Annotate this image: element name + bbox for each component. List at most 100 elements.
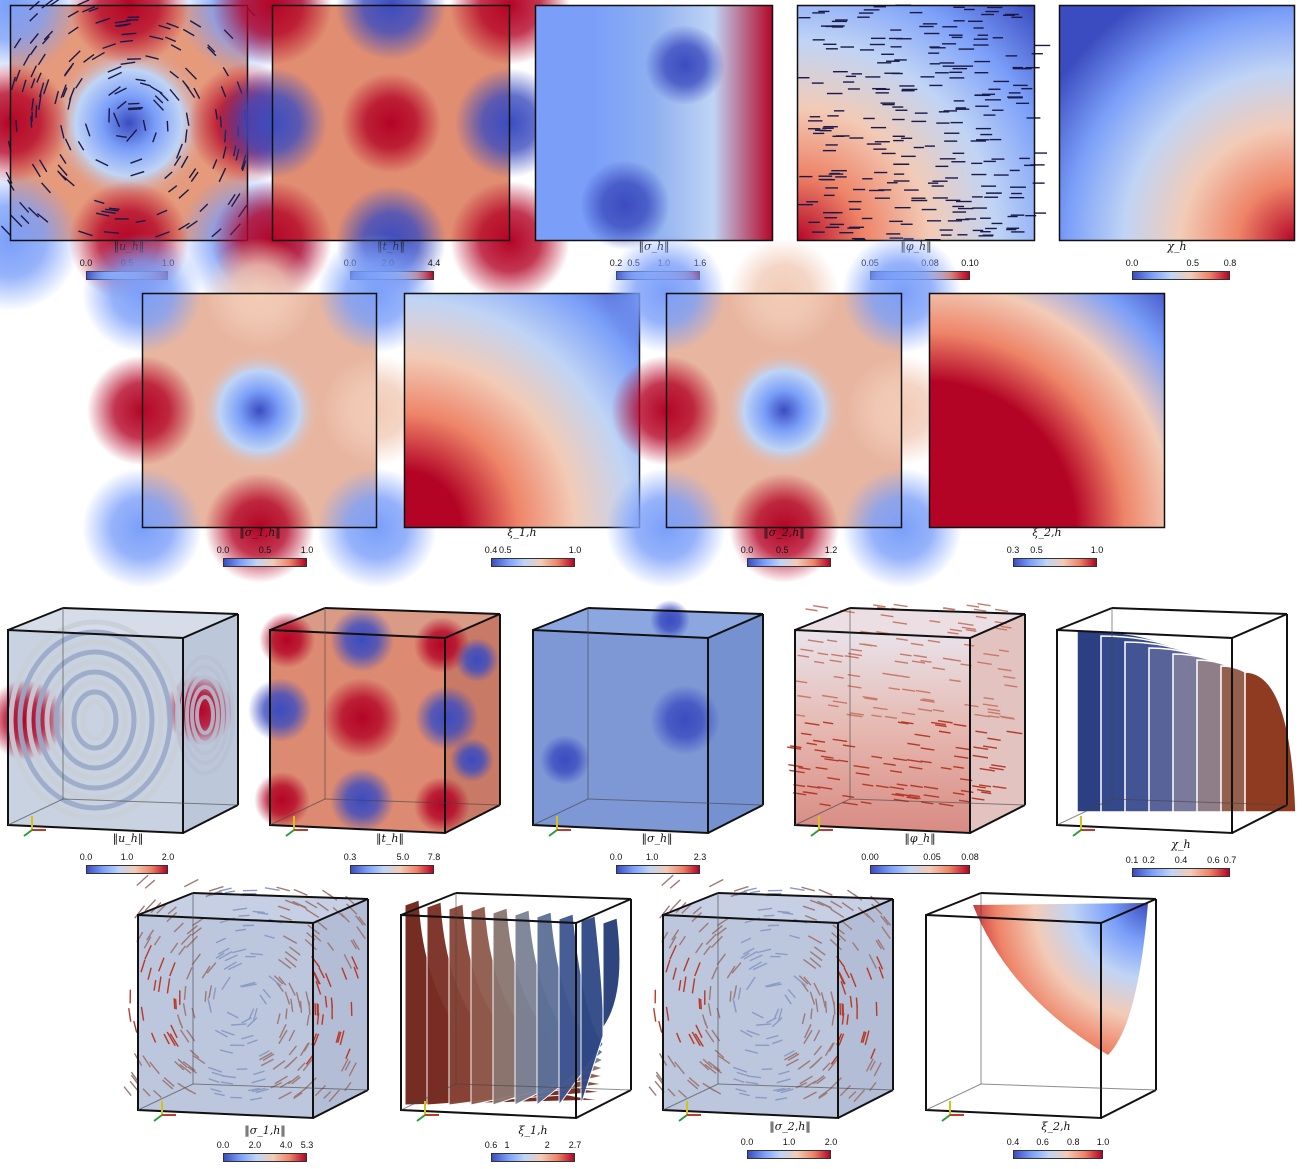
orientation-axes-icon — [941, 1101, 964, 1122]
vector-arrow — [30, 116, 33, 128]
cube-edge — [1056, 607, 1113, 631]
vector-arrow — [147, 967, 152, 980]
vector-arrow — [297, 1062, 306, 1072]
colorbar-gradient — [86, 865, 168, 874]
vector-arrow — [973, 746, 989, 751]
colorbar: 0.1 0.2 0.4 0.6 0.7 — [1126, 855, 1236, 877]
vector-arrow — [246, 1039, 258, 1045]
plot-t-2d — [212, 0, 570, 301]
vector-arrow — [957, 622, 974, 626]
vector-arrow — [824, 758, 839, 762]
vector-arrow — [828, 1042, 836, 1052]
vector-arrow — [880, 915, 889, 926]
vector-arrow — [669, 879, 681, 889]
cube-edge-hidden — [192, 1083, 369, 1091]
vector-arrow — [910, 784, 923, 788]
vector-arrow — [710, 935, 723, 949]
vector-arrow — [893, 603, 908, 608]
streamline — [185, 675, 225, 755]
vector-arrow — [207, 44, 216, 53]
vector-arrow — [813, 1045, 823, 1056]
vector-arrow — [315, 919, 328, 931]
colorbar-gradient — [223, 558, 307, 567]
vector-arrow — [998, 649, 1009, 653]
colorbar-tick: 0.5 — [776, 545, 789, 555]
vector-arrow — [232, 948, 247, 954]
vector-arrow — [801, 1013, 806, 1025]
field-background — [929, 293, 1165, 528]
vector-arrow — [264, 887, 280, 892]
vector-arrow — [832, 738, 848, 743]
colorbar-tick: 0.5 — [499, 545, 512, 555]
vector-arrow — [668, 936, 677, 949]
vector-arrow — [888, 687, 900, 691]
vector-arrow — [214, 1029, 228, 1038]
vector-arrow — [207, 1066, 223, 1073]
field-background — [797, 5, 1035, 241]
plot-sigma2-3d — [648, 874, 905, 1125]
vector-arrow — [164, 171, 173, 180]
cube-edge — [182, 613, 239, 639]
colorbar-tick: 0.0 — [79, 258, 93, 268]
field-plot — [0, 0, 318, 311]
vector-arrow — [989, 766, 1004, 771]
vector-arrow — [995, 627, 1008, 631]
vector-arrow — [705, 933, 717, 946]
vector-arrow — [284, 951, 298, 962]
vector-arrow — [156, 209, 168, 216]
vector-arrow — [62, 175, 75, 187]
vector-arrow — [217, 947, 230, 955]
vector-arrow — [77, 0, 90, 6]
vector-arrow — [77, 141, 85, 151]
vector-arrow — [121, 32, 137, 36]
vector-arrow — [955, 746, 970, 751]
vector-arrow — [241, 983, 257, 988]
plot-sigma-2d — [534, 4, 774, 250]
vector-arrow — [210, 1088, 222, 1093]
vector-arrow — [162, 1079, 174, 1090]
vector-arrow — [169, 1033, 179, 1047]
vector-arrow — [274, 1075, 288, 1085]
vector-arrow — [259, 1051, 273, 1061]
vector-arrow — [711, 967, 718, 980]
vector-arrow — [284, 957, 297, 968]
vector-arrow — [841, 902, 854, 912]
vector-arrow — [733, 985, 738, 999]
vector-arrow — [784, 994, 792, 1005]
vector-arrow — [142, 1055, 152, 1068]
vector-arrow — [789, 934, 800, 939]
vector-arrow — [318, 967, 325, 979]
cube-edge — [1231, 804, 1288, 834]
vector-arrow — [159, 91, 169, 102]
vector-arrow — [57, 164, 68, 176]
vector-arrow — [732, 1066, 748, 1073]
vector-arrow — [947, 631, 959, 635]
vector-arrow — [671, 929, 680, 941]
frame — [141, 292, 378, 529]
vector-arrow — [345, 1048, 351, 1059]
vector-arrow — [253, 1070, 265, 1076]
colorbar-tick: 1.0 — [300, 545, 314, 555]
vector-arrow — [10, 214, 23, 228]
colorbar-tick: 0.3 — [343, 852, 357, 862]
field-plot — [82, 233, 437, 588]
vector-arrow — [193, 87, 201, 99]
vector-arrow — [694, 1033, 704, 1047]
vector-arrow — [215, 937, 227, 944]
streamline — [175, 655, 235, 775]
vector-arrow — [128, 102, 140, 105]
vector-arrow — [353, 966, 359, 979]
vector-arrow — [214, 109, 218, 120]
vector-arrow — [251, 1078, 266, 1084]
plot-xi1-2d — [403, 292, 641, 529]
vector-arrow — [979, 767, 995, 772]
vector-arrow — [744, 887, 757, 892]
streamline — [17, 629, 173, 811]
field-background — [404, 293, 640, 528]
vector-arrow — [153, 935, 161, 946]
vector-arrow — [807, 785, 821, 789]
cube-edge — [192, 892, 369, 900]
vector-arrow — [146, 929, 155, 941]
vector-arrow — [702, 1058, 713, 1069]
colorbar-tick: 1.0 — [568, 545, 582, 555]
